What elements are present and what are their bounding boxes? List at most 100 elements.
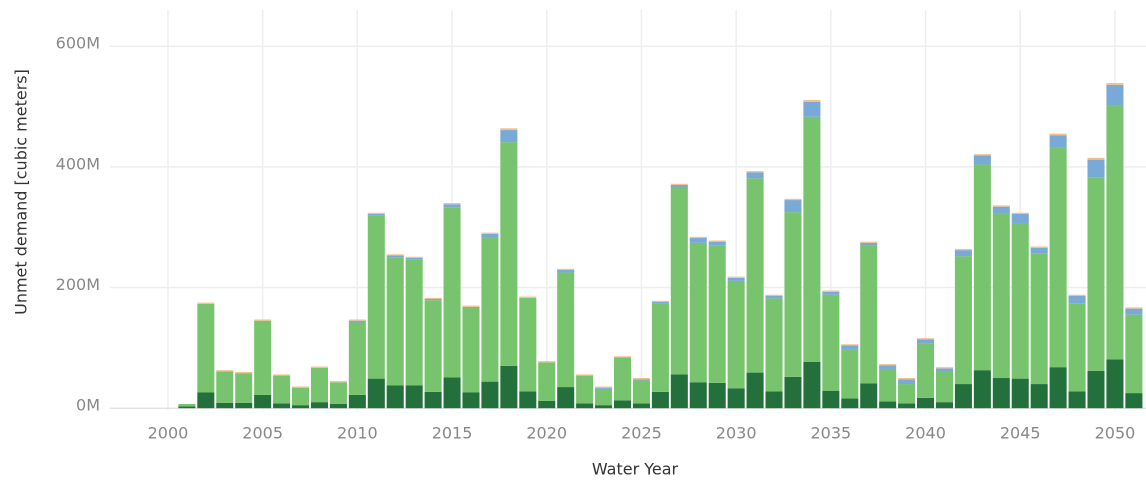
bar-segment	[765, 298, 783, 392]
bar-segment	[954, 256, 972, 385]
bar-segment	[708, 382, 726, 409]
bar-segment	[765, 294, 783, 296]
bar-segment	[273, 374, 291, 376]
x-tick-label: 2035	[810, 424, 851, 443]
bar-segment	[765, 391, 783, 409]
bar-segment	[973, 370, 991, 409]
bar-segment	[689, 382, 707, 409]
bar-segment	[992, 213, 1010, 379]
bar-segment	[557, 272, 575, 388]
bar-segment	[746, 171, 764, 173]
bar-segment	[992, 205, 1010, 207]
bar-segment	[367, 213, 385, 216]
bar-segment	[519, 297, 537, 392]
bar-segment	[1011, 222, 1029, 379]
bar-segment	[670, 184, 688, 188]
bar-segment	[954, 250, 972, 257]
bar-segment	[348, 394, 366, 409]
bar-segment	[632, 380, 650, 404]
x-tick-label: 2020	[526, 424, 567, 443]
x-tick-label: 2050	[1095, 424, 1136, 443]
x-axis-title: Water Year	[592, 460, 679, 479]
bar-segment	[462, 305, 480, 307]
bar-segment	[557, 387, 575, 409]
bar-segment	[746, 372, 764, 409]
bar-segment	[973, 154, 991, 156]
bar-segment	[1125, 314, 1143, 394]
bar-segment	[708, 240, 726, 242]
bar-segment	[500, 130, 518, 143]
bar-segment	[348, 319, 366, 321]
bar-segment	[879, 368, 897, 402]
bar-segment	[651, 303, 669, 392]
bar-segment	[917, 343, 935, 398]
bar-segment	[632, 378, 650, 380]
bar-segment	[519, 296, 537, 298]
bar-segment	[651, 391, 669, 409]
bar-segment	[689, 242, 707, 383]
bar-segment	[386, 385, 404, 409]
bar-segment	[803, 116, 821, 362]
bar-segment	[670, 187, 688, 375]
bar-segment	[992, 378, 1010, 409]
bar-segment	[329, 403, 347, 409]
bar-segment	[443, 377, 461, 409]
bar-segment	[367, 378, 385, 409]
bar-segment	[386, 255, 404, 258]
bar-segment	[613, 357, 632, 401]
bar-segment	[898, 379, 916, 385]
bar-segment	[348, 322, 366, 395]
x-tick-label: 2045	[1000, 424, 1041, 443]
bar-segment	[595, 405, 613, 409]
bar-segment	[576, 374, 594, 376]
bar-segment	[1068, 295, 1086, 304]
bar-segment	[727, 280, 745, 389]
bar-segment	[689, 236, 707, 239]
bar-segment	[1030, 384, 1048, 409]
bar-segment	[292, 387, 310, 406]
bar-segment	[405, 256, 423, 258]
bar-segment	[1125, 307, 1143, 309]
x-tick-label: 2005	[242, 424, 283, 443]
bar-segment	[860, 383, 878, 409]
bar-segment	[405, 257, 423, 260]
bar-segment	[443, 207, 461, 378]
bar-segment	[1030, 246, 1048, 248]
bar-segment	[424, 391, 442, 409]
bar-segment	[576, 403, 594, 409]
bar-segment	[784, 376, 802, 409]
bar-segment	[1087, 177, 1105, 371]
bar-segment	[1106, 105, 1124, 360]
x-tick-label: 2030	[716, 424, 757, 443]
bar-segment	[235, 373, 253, 403]
bar-segment	[538, 362, 556, 401]
bar-segment	[841, 398, 859, 409]
bar-segment	[386, 257, 404, 386]
bar-segment	[1011, 213, 1029, 223]
bar-segment	[860, 241, 878, 243]
bar-segment	[973, 164, 991, 371]
bar-segment	[216, 371, 234, 403]
bar-segment	[367, 215, 385, 379]
bar-segment	[310, 367, 328, 403]
bar-segment	[746, 178, 764, 373]
bar-segment	[557, 268, 575, 271]
bar-segment	[822, 291, 840, 295]
bar-segment	[898, 384, 916, 404]
bar-segment	[727, 277, 745, 281]
bar-segment	[1125, 393, 1143, 409]
bar-segment	[595, 386, 613, 388]
bar-segment	[595, 387, 613, 389]
bar-segment	[310, 402, 328, 409]
bar-segment	[1087, 370, 1105, 409]
bar-segment	[879, 365, 897, 369]
bar-segment	[727, 276, 745, 278]
bar-segment	[651, 300, 669, 303]
bar-segment	[519, 391, 537, 409]
bar-segment	[1049, 135, 1067, 148]
bar-segment	[386, 254, 404, 256]
x-tick-label: 2010	[337, 424, 378, 443]
bar-segment	[557, 270, 575, 273]
bar-segment	[235, 402, 253, 409]
